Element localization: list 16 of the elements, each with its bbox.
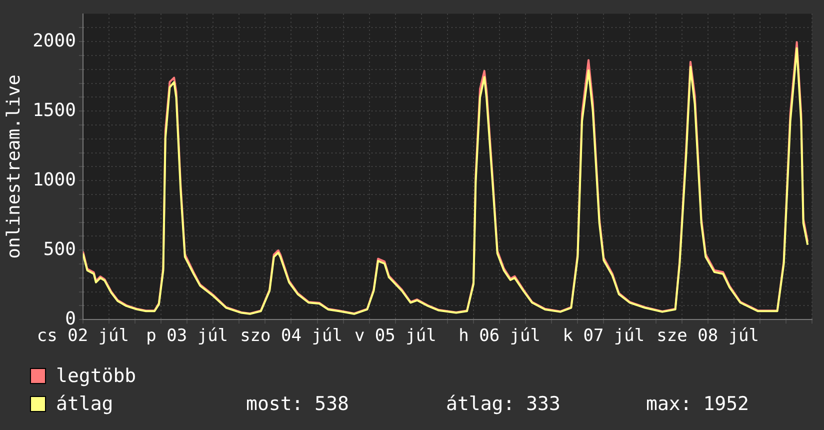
- legend-label: átlag: [56, 392, 114, 417]
- y-axis-title: onlinestream.live: [3, 74, 24, 259]
- y-tick-label: 1000: [32, 169, 76, 190]
- y-tick-label: 500: [43, 238, 76, 260]
- x-tick-label: p 03 júl: [146, 326, 228, 346]
- x-tick-label: k 07 júl: [562, 326, 645, 346]
- x-tick-label: h 06 júl: [458, 326, 540, 346]
- text: most: 538: [246, 392, 350, 417]
- legend-label: legtöbb: [56, 364, 138, 389]
- y-tick-label: 1500: [32, 100, 76, 121]
- y-tick-label: 2000: [32, 30, 76, 52]
- text: átlag: 333: [446, 392, 562, 417]
- x-tick-label: szo 04 júl: [240, 326, 342, 346]
- x-tick-label: sze 08 júl: [656, 326, 760, 346]
- x-tick-label: v 05 júl: [354, 326, 436, 346]
- text: max: 1952: [646, 392, 750, 417]
